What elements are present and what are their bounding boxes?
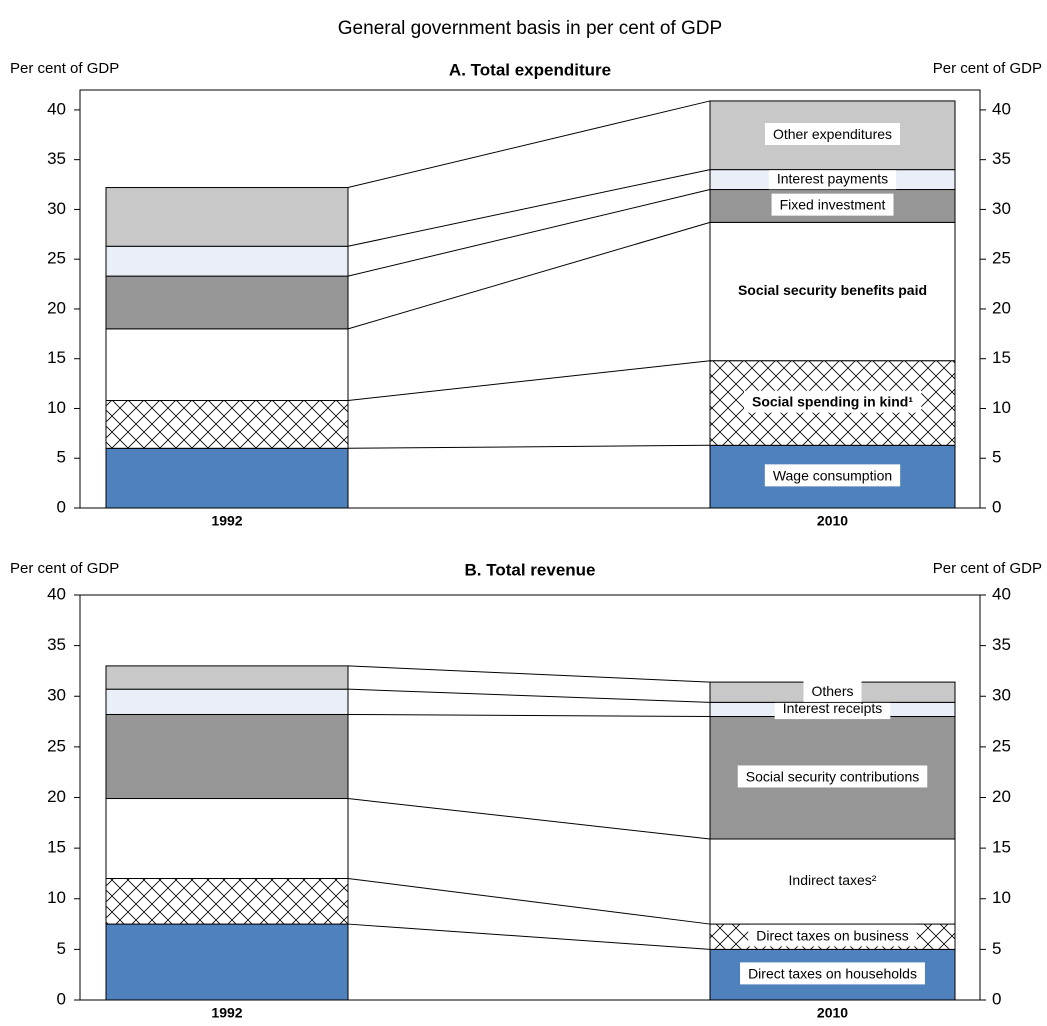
bar-segment xyxy=(105,400,349,449)
y2-tick-label: 35 xyxy=(992,149,1011,168)
segment-label: Indirect taxes² xyxy=(789,872,877,888)
y2-tick-label: 20 xyxy=(992,298,1011,317)
panel-title: B. Total revenue xyxy=(465,560,596,579)
connector xyxy=(347,923,711,950)
segment-label-bg xyxy=(729,279,936,302)
segment-label: Interest payments xyxy=(777,170,888,186)
segment-label: Fixed investment xyxy=(780,197,886,213)
bar-segment xyxy=(105,665,349,690)
segment-label: Other expenditures xyxy=(773,126,892,142)
y-tick-label: 30 xyxy=(47,199,66,218)
bar-segment xyxy=(105,328,349,402)
segment-label-bg xyxy=(771,193,894,216)
segment-label: Direct taxes on business xyxy=(756,927,909,943)
connector xyxy=(347,221,711,330)
y2-tick-label: 25 xyxy=(992,249,1011,268)
bar-segment xyxy=(105,275,349,330)
bar-segment xyxy=(105,187,349,247)
y-tick-label: 0 xyxy=(57,989,66,1008)
connector xyxy=(347,798,711,840)
bar-segment xyxy=(105,878,349,925)
bar-segment xyxy=(105,798,349,880)
y-tick-label: 20 xyxy=(47,298,66,317)
segment-label: Wage consumption xyxy=(773,467,892,483)
panel-title: A. Total expenditure xyxy=(449,60,611,79)
y-tick-label: 5 xyxy=(57,448,66,467)
segment-label-bg xyxy=(780,869,885,892)
connector xyxy=(347,360,711,402)
segment-label-bg xyxy=(803,679,862,702)
connector xyxy=(347,713,711,717)
x-tick-label: 1992 xyxy=(211,513,242,529)
y2-tick-label: 0 xyxy=(992,497,1001,516)
segment-label-bg xyxy=(748,924,917,947)
segment-label: Social security benefits paid xyxy=(738,282,927,298)
bar-segment xyxy=(105,713,349,800)
y-tick-label: 20 xyxy=(47,787,66,806)
y-tick-label: 35 xyxy=(47,149,66,168)
segment-label-bg xyxy=(743,390,922,413)
segment-label: Social security contributions xyxy=(746,768,920,784)
x-tick-label: 2010 xyxy=(817,513,848,529)
connector xyxy=(347,878,711,925)
y2-tick-label: 5 xyxy=(992,939,1001,958)
y2-tick-label: 40 xyxy=(992,584,1011,603)
y2-tick-label: 40 xyxy=(992,99,1011,118)
y-tick-label: 15 xyxy=(47,838,66,857)
plot-frame xyxy=(79,89,981,509)
y2-tick-label: 20 xyxy=(992,787,1011,806)
y2-axis-label: Per cent of GDP xyxy=(933,560,1042,577)
y2-tick-label: 35 xyxy=(992,635,1011,654)
y-tick-label: 40 xyxy=(47,99,66,118)
y-tick-label: 30 xyxy=(47,686,66,705)
y2-tick-label: 25 xyxy=(992,736,1011,755)
page-title: General government basis in per cent of … xyxy=(338,18,722,39)
y-tick-label: 10 xyxy=(47,398,66,417)
y-tick-label: 25 xyxy=(47,736,66,755)
segment-label: Social spending in kind¹ xyxy=(752,394,913,410)
y-tick-label: 5 xyxy=(57,939,66,958)
y2-tick-label: 10 xyxy=(992,888,1011,907)
bar-segment xyxy=(105,447,349,509)
y-axis-label: Per cent of GDP xyxy=(10,60,119,77)
segment-label-bg xyxy=(764,122,901,145)
bar-segment xyxy=(105,923,349,1001)
connector xyxy=(347,100,711,189)
connector xyxy=(347,189,711,277)
y-tick-label: 10 xyxy=(47,888,66,907)
segment-label-bg xyxy=(764,464,901,487)
y-axis-label: Per cent of GDP xyxy=(10,560,119,577)
y-tick-label: 0 xyxy=(57,497,66,516)
segment-label: Interest receipts xyxy=(783,700,883,716)
y-tick-label: 40 xyxy=(47,584,66,603)
connector xyxy=(347,169,711,247)
connector xyxy=(347,688,711,703)
y2-tick-label: 15 xyxy=(992,348,1011,367)
segment-label-bg xyxy=(740,962,925,985)
y2-tick-label: 0 xyxy=(992,989,1001,1008)
x-tick-label: 1992 xyxy=(211,1005,242,1021)
segment-label-bg xyxy=(737,765,928,788)
connector xyxy=(347,665,711,683)
connector xyxy=(347,444,711,449)
y2-tick-label: 5 xyxy=(992,448,1001,467)
y2-tick-label: 30 xyxy=(992,199,1011,218)
y-tick-label: 15 xyxy=(47,348,66,367)
y-tick-label: 25 xyxy=(47,249,66,268)
y2-tick-label: 15 xyxy=(992,838,1011,857)
bar-segment xyxy=(105,245,349,277)
segment-label: Direct taxes on households xyxy=(748,965,917,981)
segment-label-bg xyxy=(768,167,897,190)
y2-tick-label: 30 xyxy=(992,686,1011,705)
segment-label: Others xyxy=(811,683,853,699)
y-tick-label: 35 xyxy=(47,635,66,654)
y2-axis-label: Per cent of GDP xyxy=(933,60,1042,77)
bar-segment xyxy=(105,688,349,715)
y2-tick-label: 10 xyxy=(992,398,1011,417)
x-tick-label: 2010 xyxy=(817,1005,848,1021)
